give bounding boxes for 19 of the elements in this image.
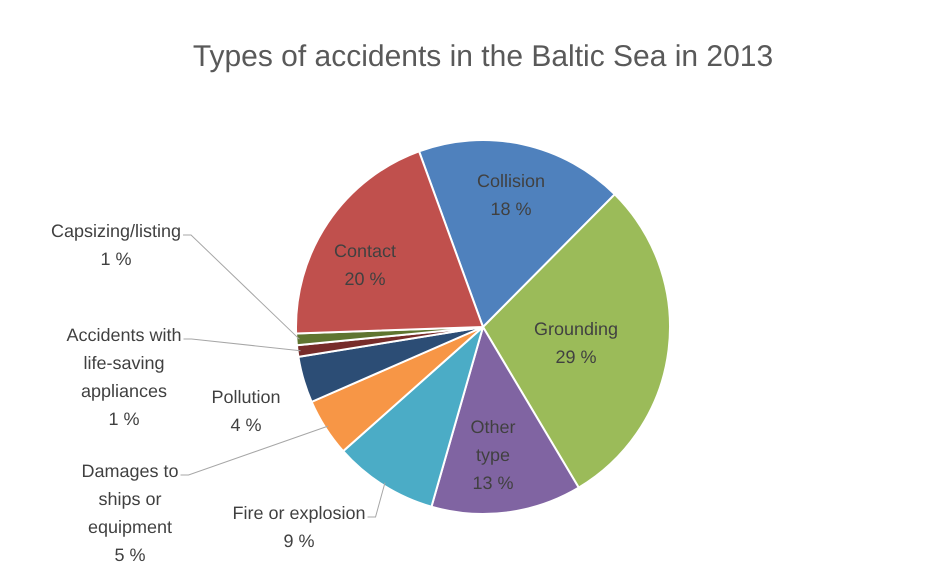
slice-label: Grounding (534, 319, 618, 339)
slice-label: Accidents with life-saving appliances (66, 325, 182, 401)
data-label: 5 % (114, 545, 146, 565)
slice-label: Pollution (211, 387, 281, 407)
slice-label: Fire or explosion (232, 503, 366, 523)
data-label: 1 % (108, 409, 140, 429)
data-label: 29 % (555, 347, 597, 367)
chart-title: Types of accidents in the Baltic Sea in 2013 (192, 40, 774, 73)
slice-label: Collision (476, 171, 546, 191)
data-label: 18 % (490, 199, 532, 219)
data-label: 4 % (230, 415, 262, 435)
slice-label: Other type (470, 417, 516, 465)
slice-label: Contact (334, 241, 396, 261)
data-label: 9 % (283, 531, 315, 551)
data-label: 1 % (100, 249, 132, 269)
data-label: 20 % (344, 269, 386, 289)
data-label: 13 % (472, 473, 514, 493)
slice-label: Capsizing/listing (50, 221, 182, 241)
slice-label: Damages to ships or equipment (81, 461, 179, 537)
